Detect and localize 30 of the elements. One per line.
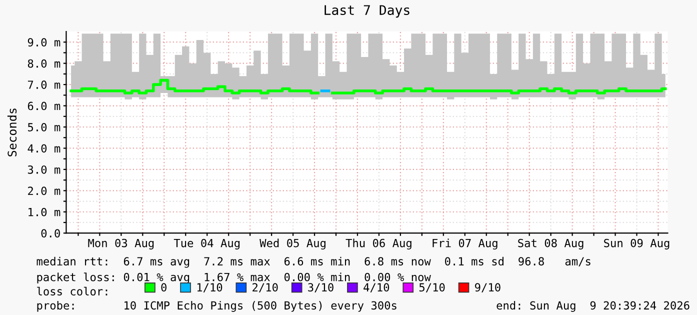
y-tick-label: 6.0 m <box>28 102 60 110</box>
text: probe: 10 ICMP Echo Pings (500 Bytes) every 300s <box>37 301 396 312</box>
y-tick-label: 0.0 <box>41 229 60 238</box>
y-tick-label: 4.0 m <box>28 144 60 153</box>
y-tick-label: 9.0 m <box>28 38 60 47</box>
x-tick-label: Mon 03 Aug <box>88 238 154 250</box>
text: end: Sun Aug 9 20:39:24 2026 <box>496 301 690 312</box>
legend-label: 2/10 <box>252 283 278 292</box>
x-tick-label: Tue 04 Aug <box>174 238 240 250</box>
legend-label: 0 <box>161 283 166 292</box>
legend-label: 1/10 <box>197 283 222 292</box>
legend-title: loss color: <box>37 286 108 296</box>
x-tick-label: Thu 06 Aug <box>346 238 412 250</box>
x-tick-label: Wed 05 Aug <box>260 238 326 250</box>
y-tick-label: 2.0 m <box>28 186 60 196</box>
y-tick-label: 5.0 m <box>28 123 60 132</box>
y-tick-label: 8.0 m <box>28 59 60 68</box>
y-tick-label: 7.0 m <box>28 80 60 89</box>
legend-label: 5/10 <box>419 283 445 292</box>
legend-label: 4/10 <box>364 283 390 292</box>
text: median rtt: 6.7 ms avg 7.2 ms max 6.6 ms min 6.8 ms now 0.1 ms sd 96.8 am/s <box>36 256 590 268</box>
y-tick-label: 3.0 m <box>28 165 60 174</box>
chart-title: Last 7 Days <box>324 5 410 18</box>
y-tick-label: 1.0 m <box>28 208 60 216</box>
x-tick-label: Sat 08 Aug <box>518 238 584 250</box>
x-tick-label: Sun 09 Aug <box>604 238 670 250</box>
legend-label: 9/10 <box>475 283 500 292</box>
legend-label: 3/10 <box>308 283 334 292</box>
y-axis-title: Seconds <box>7 108 17 156</box>
x-tick-label: Fri 07 Aug <box>432 238 498 250</box>
